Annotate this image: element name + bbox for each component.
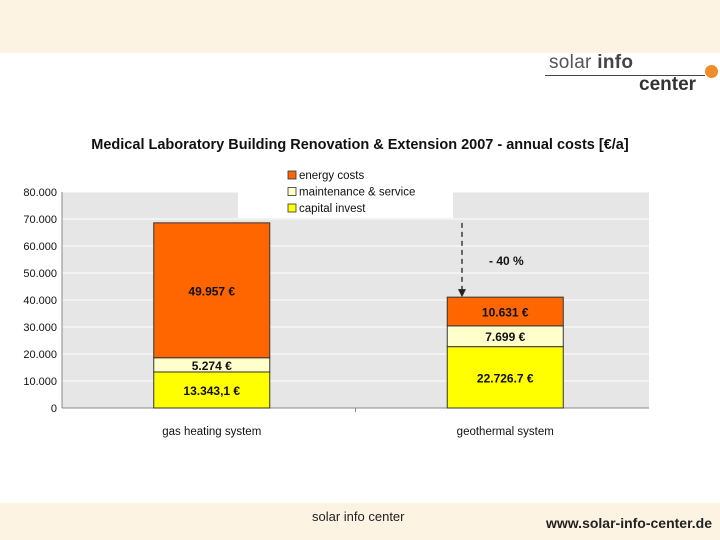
bar-value-label: 5.274 €: [192, 359, 232, 373]
legend-swatch: [287, 203, 297, 213]
legend-box: [238, 166, 453, 218]
y-tick-label: 40.000: [23, 295, 57, 307]
footer-band: [0, 503, 720, 540]
y-tick-label: 20.000: [23, 349, 57, 361]
bar-value-label: 10.631 €: [482, 305, 529, 319]
y-tick-label: 60.000: [23, 241, 57, 253]
bar-segment: [153, 222, 271, 359]
y-tick-label: 30.000: [23, 322, 57, 334]
logo-dot: [705, 65, 718, 78]
bar-value-label: 13.343,1 €: [183, 384, 240, 398]
reduction-annotation: - 40 %: [458, 222, 524, 298]
header-band: [0, 0, 720, 53]
legend-label: capital invest: [299, 203, 366, 215]
y-tick-label: 10.000: [23, 376, 57, 388]
x-tick-label: geothermal system: [457, 426, 554, 438]
footer-center-text: solar info center: [312, 509, 405, 524]
y-tick-label: 80.000: [23, 187, 57, 199]
x-axis-labels: gas heating system geothermal system: [162, 426, 554, 438]
legend-label: energy costs: [299, 170, 364, 182]
y-tick-label: 70.000: [23, 214, 57, 226]
annotation-label: - 40 %: [489, 254, 524, 268]
chart-title: Medical Laboratory Building Renovation &…: [91, 137, 629, 153]
bar-labels: 13.343,1 € 5.274 € 49.957 € 22.726.7 € 7.699…: [183, 284, 534, 398]
legend-swatch: [287, 187, 297, 196]
logo-line2: center: [639, 74, 697, 95]
legend-swatch: [287, 170, 297, 180]
y-axis-ticks: 0 10.000 20.000 30.000 40.000 50.000 60.000 70.…: [23, 187, 57, 415]
legend: energy costs maintenance & service capital…: [238, 166, 453, 218]
logo-line1: solar info: [549, 52, 634, 73]
y-tick-label: 50.000: [23, 268, 57, 280]
bar-segment: [446, 346, 564, 409]
bar-segment: [153, 371, 271, 409]
logo-rule: [545, 75, 705, 76]
bar-value-label: 7.699 €: [485, 330, 525, 344]
x-tick-label: gas heating system: [162, 426, 261, 438]
legend-label: maintenance & service: [299, 187, 415, 199]
footer-url[interactable]: www.solar-info-center.de: [546, 515, 712, 531]
y-tick-label: 0: [51, 403, 57, 415]
bar-segment: [446, 296, 564, 327]
solar-info-center-logo: solar info center: [545, 50, 720, 100]
bar-value-label: 49.957 €: [188, 284, 235, 298]
bar-value-label: 22.726.7 €: [477, 371, 534, 385]
annotation-arrowhead: [458, 289, 466, 298]
bars: [153, 222, 564, 409]
